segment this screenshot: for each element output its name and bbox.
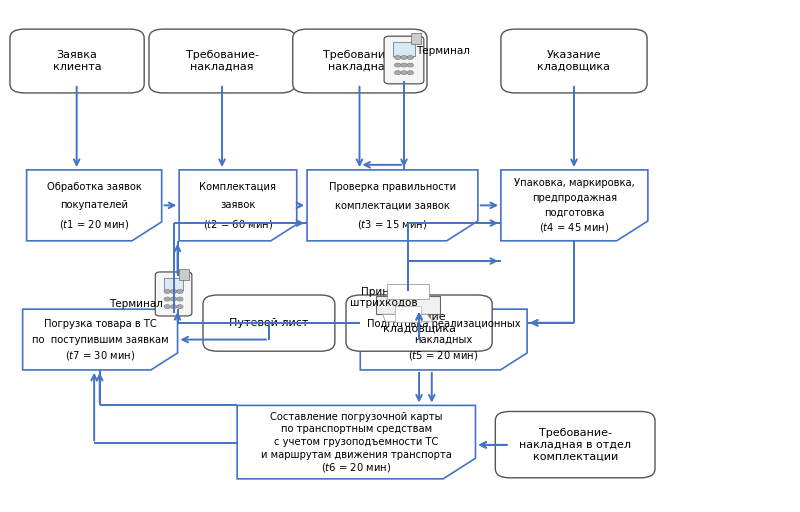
Bar — [164, 278, 183, 290]
Circle shape — [170, 297, 177, 301]
Text: ($t$1 = 20 мин): ($t$1 = 20 мин) — [59, 218, 130, 230]
Text: по  поступившим заявкам: по поступившим заявкам — [32, 334, 169, 345]
Text: Требование-
накладная: Требование- накладная — [186, 50, 258, 72]
Text: Терминал: Терминал — [110, 299, 163, 309]
Text: накладных: накладных — [414, 334, 473, 345]
Circle shape — [170, 289, 177, 293]
Circle shape — [164, 305, 170, 309]
Text: Заявка
клиента: Заявка клиента — [53, 50, 102, 72]
Text: Путевой лист: Путевой лист — [230, 318, 309, 328]
Bar — [395, 306, 421, 322]
Circle shape — [177, 305, 183, 309]
Bar — [386, 284, 429, 298]
Text: подготовка: подготовка — [544, 208, 605, 218]
Text: покупателей: покупателей — [60, 200, 128, 210]
Text: Проверка правильности: Проверка правильности — [329, 182, 456, 191]
Text: ($t$2 = 60 мин): ($t$2 = 60 мин) — [202, 218, 273, 230]
Text: ($t$5 = 20 мин): ($t$5 = 20 мин) — [409, 349, 479, 362]
Circle shape — [177, 289, 183, 293]
Text: предпродажная: предпродажная — [532, 193, 617, 203]
Circle shape — [164, 289, 170, 293]
Text: Обработка заявок: Обработка заявок — [46, 182, 142, 191]
Text: Терминал: Терминал — [416, 46, 470, 56]
Text: Принтер
штрихкодов: Принтер штрихкодов — [350, 287, 418, 308]
Circle shape — [164, 297, 170, 301]
FancyBboxPatch shape — [495, 412, 655, 478]
Text: Требование-
накладная в отдел
комплектации: Требование- накладная в отдел комплектац… — [519, 428, 631, 461]
Text: ($t$3 = 15 мин): ($t$3 = 15 мин) — [358, 218, 428, 230]
Circle shape — [407, 71, 414, 75]
Text: ($t$4 = 45 мин): ($t$4 = 45 мин) — [539, 221, 610, 234]
Text: и маршрутам движения транспорта: и маршрутам движения транспорта — [261, 450, 452, 460]
Text: Упаковка, маркировка,: Упаковка, маркировка, — [514, 178, 634, 188]
FancyBboxPatch shape — [203, 295, 335, 351]
Text: ($t$7 = 30 мин): ($t$7 = 30 мин) — [65, 349, 135, 362]
Text: Требование-
накладная: Требование- накладная — [323, 50, 396, 72]
Text: Указание
кладовщика: Указание кладовщика — [538, 50, 610, 72]
Text: заявок: заявок — [220, 200, 256, 210]
Text: ($t$6 = 20 мин): ($t$6 = 20 мин) — [321, 461, 391, 474]
Circle shape — [170, 305, 177, 309]
Circle shape — [394, 63, 401, 67]
Circle shape — [394, 55, 401, 59]
Polygon shape — [179, 170, 297, 241]
Circle shape — [401, 71, 407, 75]
FancyBboxPatch shape — [293, 29, 427, 93]
Bar — [393, 42, 415, 56]
Text: Указание
кладовщика: Указание кладовщика — [382, 312, 455, 334]
Circle shape — [407, 63, 414, 67]
Polygon shape — [22, 309, 178, 370]
Circle shape — [401, 63, 407, 67]
FancyBboxPatch shape — [10, 29, 144, 93]
Polygon shape — [360, 309, 527, 370]
Circle shape — [394, 71, 401, 75]
Bar — [376, 296, 440, 314]
Polygon shape — [237, 406, 475, 479]
Polygon shape — [307, 170, 478, 241]
Bar — [411, 33, 421, 45]
Text: Подготовка реализационных: Подготовка реализационных — [367, 318, 521, 329]
Text: с учетом грузоподъемности ТС: с учетом грузоподъемности ТС — [274, 437, 438, 447]
Text: комплектации заявок: комплектации заявок — [335, 200, 450, 210]
Circle shape — [177, 297, 183, 301]
FancyBboxPatch shape — [155, 272, 192, 316]
Polygon shape — [382, 314, 434, 322]
FancyBboxPatch shape — [346, 295, 492, 351]
Polygon shape — [26, 170, 162, 241]
Circle shape — [401, 55, 407, 59]
Polygon shape — [501, 170, 648, 241]
FancyBboxPatch shape — [501, 29, 647, 93]
FancyBboxPatch shape — [149, 29, 295, 93]
Text: по транспортным средствам: по транспортным средствам — [281, 424, 432, 435]
Text: Составление погрузочной карты: Составление погрузочной карты — [270, 412, 442, 422]
Text: Погрузка товара в ТС: Погрузка товара в ТС — [44, 318, 157, 329]
FancyBboxPatch shape — [384, 36, 424, 84]
Text: Комплектация: Комплектация — [199, 182, 277, 191]
Bar — [179, 269, 189, 280]
Circle shape — [407, 55, 414, 59]
